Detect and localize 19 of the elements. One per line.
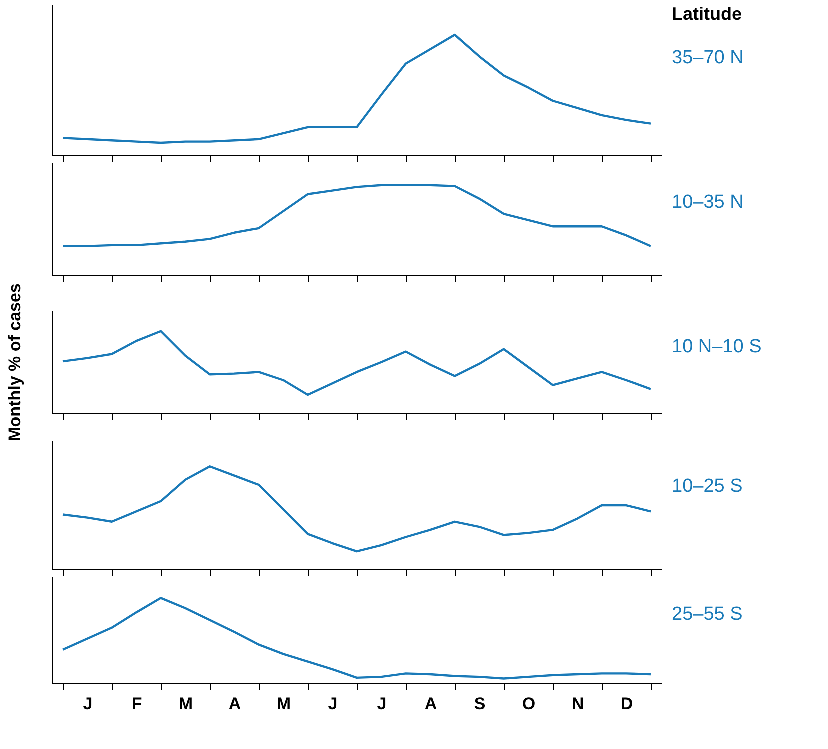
series-label: 10–25 S [672,476,743,497]
x-tick-label: A [228,694,242,714]
x-tick-label: M [178,694,194,714]
text: 10–35 N [672,192,744,214]
y-axis-title: Monthly % of cases [6,284,24,442]
series-label: 10 N–10 S [672,336,762,358]
x-tick-label: N [572,694,584,714]
text: 35–70 N [672,48,744,68]
x-tick-label: J [377,694,387,714]
x-tick-label: S [474,694,486,714]
text: 25–55 S [672,604,743,626]
x-tick-label: D [620,694,634,714]
x-tick-label: M [276,694,292,714]
x-tick-label: J [83,694,93,714]
x-tick-label: O [522,694,536,714]
x-tick-label: J [328,694,338,714]
legend-title: Latitude [672,4,742,24]
x-tick-label: F [132,694,142,714]
x-tick-label: A [424,694,438,714]
